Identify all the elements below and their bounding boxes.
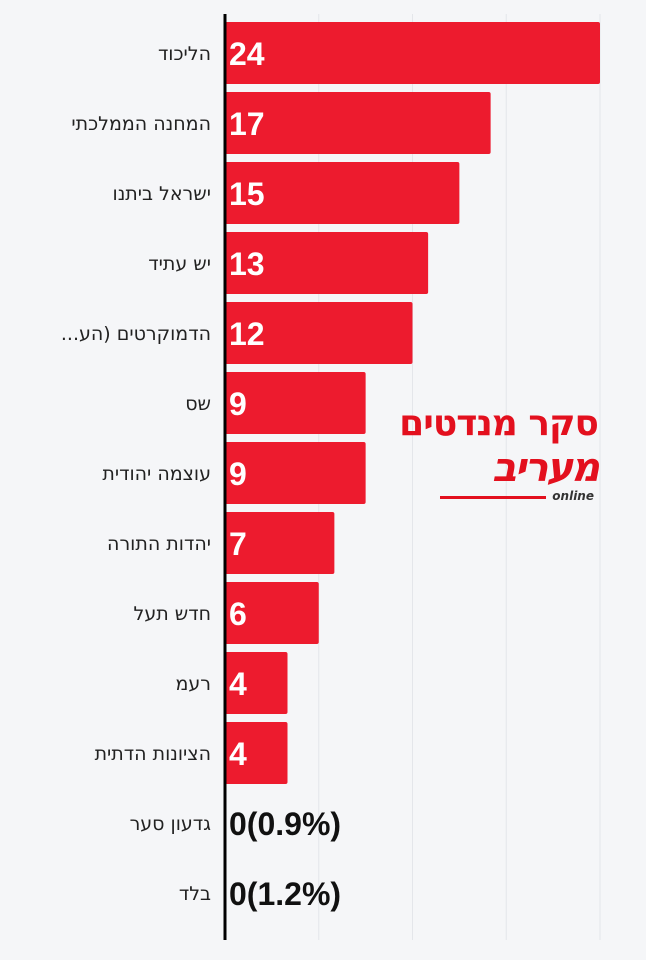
logo-tagline: online — [552, 489, 594, 503]
bar-8 — [225, 582, 319, 644]
value-label-4: 12 — [229, 316, 265, 352]
maariv-logo: סקר מנדטים מעריב online — [399, 404, 600, 512]
value-label-7: 7 — [229, 526, 247, 562]
category-label-4: ...הדמוקרטים (הע — [61, 323, 211, 345]
bar-1 — [225, 92, 491, 154]
category-label-9: רעמ — [175, 673, 211, 695]
logo-rule — [440, 496, 546, 499]
category-label-0: הליכוד — [158, 43, 211, 65]
logo-brand: מעריב — [492, 445, 600, 491]
logo-title: סקר מנדטים — [399, 403, 599, 444]
category-label-8: חדש תעל — [134, 603, 211, 625]
bar-5 — [225, 372, 366, 434]
category-label-2: ישראל ביתנו — [113, 183, 211, 205]
bar-2 — [225, 162, 460, 224]
bar-0 — [225, 22, 600, 84]
bar-4 — [225, 302, 413, 364]
category-label-5: שס — [185, 393, 211, 415]
bar-6 — [225, 442, 366, 504]
bar-10 — [225, 722, 288, 784]
category-label-12: בלד — [179, 883, 211, 905]
category-label-6: עוצמה יהודית — [102, 463, 211, 485]
category-label-3: יש עתיד — [148, 253, 211, 275]
value-label-0: 24 — [229, 36, 265, 72]
value-label-1: 17 — [229, 106, 265, 142]
value-label-8: 6 — [229, 596, 247, 632]
category-label-7: יהדות התורה — [107, 533, 211, 555]
value-label-9: 4 — [229, 666, 247, 702]
value-label-5: 9 — [229, 386, 247, 422]
bar-7 — [225, 512, 335, 574]
category-label-1: המחנה הממלכתי — [71, 113, 211, 135]
category-label-10: הציונות הדתית — [95, 743, 211, 765]
category-label-11: גדעון סער — [130, 813, 212, 835]
bar-3 — [225, 232, 429, 294]
value-label-3: 13 — [229, 246, 265, 282]
bar-9 — [225, 652, 288, 714]
value-label-6: 9 — [229, 456, 247, 492]
value-label-11: 0(0.9%) — [229, 806, 341, 842]
value-label-10: 4 — [229, 736, 247, 772]
value-label-12: 0(1.2%) — [229, 876, 341, 912]
value-label-2: 15 — [229, 176, 265, 212]
